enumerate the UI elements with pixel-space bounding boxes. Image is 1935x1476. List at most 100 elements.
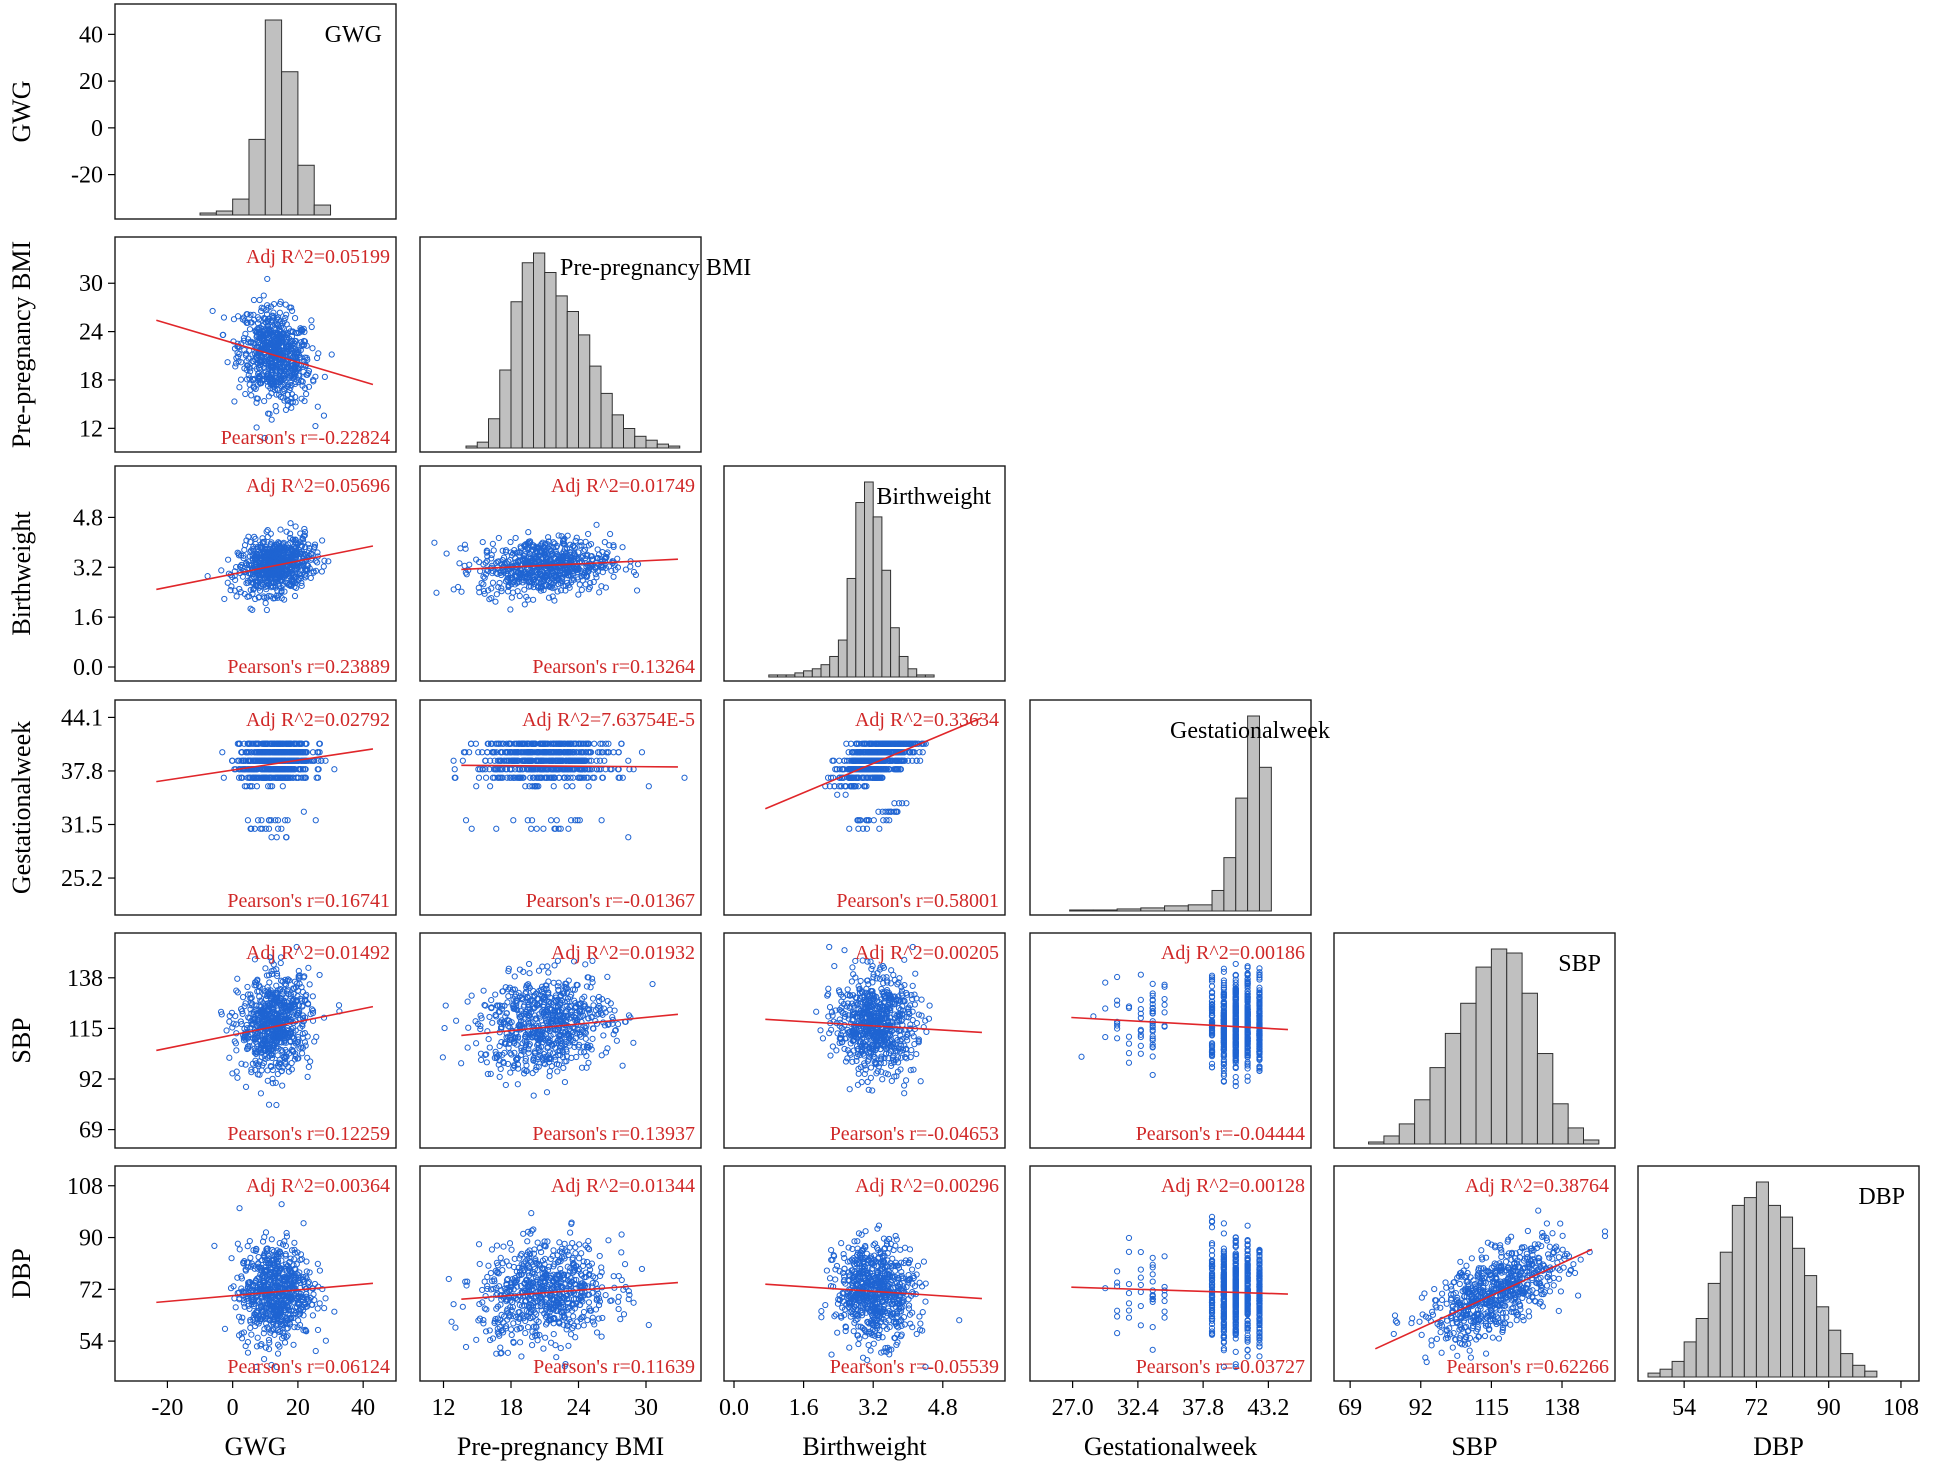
histogram-bar-birthweight-8	[838, 640, 847, 677]
histogram-bar-gwg-6	[265, 20, 281, 215]
histogram-bar-gestationalweek-8	[1236, 798, 1248, 911]
histogram-bar-sbp-10	[1522, 993, 1537, 1144]
pearson-r-label-r2-c1: Pearson's r=0.13264	[532, 656, 695, 678]
histogram-bar-sbp-0	[1369, 1142, 1384, 1144]
panel-frame-r3-c1	[420, 700, 701, 915]
histogram-bar-gestationalweek-2	[1117, 909, 1141, 911]
histogram-bar-pre-pregnancy-bmi-13	[612, 415, 623, 448]
histogram-bar-dbp-1	[1660, 1369, 1672, 1377]
histogram-bar-dbp-14	[1817, 1307, 1829, 1377]
histogram-bar-sbp-1	[1384, 1136, 1399, 1144]
histogram-bar-dbp-9	[1756, 1182, 1768, 1377]
histogram-bar-birthweight-3	[795, 673, 804, 677]
histogram-bar-dbp-11	[1781, 1217, 1793, 1377]
histogram-title-4: SBP	[1558, 951, 1601, 977]
histogram-bar-sbp-8	[1491, 949, 1506, 1144]
pearson-r-label-r2-c0: Pearson's r=0.23889	[227, 656, 390, 678]
histogram-bar-birthweight-4	[804, 671, 813, 677]
adj-r2-label-r3-c0: Adj R^2=0.02792	[246, 709, 390, 731]
pearson-r-label-r3-c1: Pearson's r=-0.01367	[526, 890, 695, 912]
histogram-bar-dbp-17	[1853, 1365, 1865, 1377]
histogram-bar-birthweight-13	[882, 570, 891, 677]
histogram-bar-birthweight-11	[865, 482, 874, 677]
histogram-bar-birthweight-5	[812, 669, 821, 677]
histogram-bar-sbp-4	[1430, 1068, 1445, 1144]
histogram-bar-pre-pregnancy-bmi-16	[646, 440, 657, 448]
histogram-bar-pre-pregnancy-bmi-14	[624, 429, 635, 449]
histogram-bar-gwg-2	[200, 213, 216, 215]
histogram-title-1: Pre-pregnancy BMI	[560, 255, 751, 281]
pearson-r-label-r3-c0: Pearson's r=0.16741	[227, 890, 390, 912]
adj-r2-label-r3-c1: Adj R^2=7.63754E-5	[522, 709, 695, 731]
histogram-bar-pre-pregnancy-bmi-7	[545, 273, 556, 449]
histogram-bar-birthweight-16	[908, 669, 917, 677]
histogram-bar-birthweight-0	[769, 675, 778, 677]
histogram-bar-sbp-6	[1461, 1003, 1476, 1144]
histogram-bar-dbp-18	[1865, 1371, 1877, 1377]
histogram-bar-birthweight-15	[899, 656, 908, 677]
histogram-bar-sbp-13	[1568, 1128, 1583, 1144]
histogram-bar-pre-pregnancy-bmi-10	[579, 335, 590, 448]
histogram-bar-pre-pregnancy-bmi-17	[657, 444, 668, 448]
histogram-title-2: Birthweight	[876, 484, 991, 510]
histogram-bar-sbp-7	[1476, 967, 1491, 1144]
histogram-bar-dbp-13	[1805, 1276, 1817, 1377]
histogram-bar-gestationalweek-5	[1188, 905, 1212, 911]
panel-frame-r4-c3	[1030, 933, 1311, 1148]
histogram-bar-pre-pregnancy-bmi-2	[489, 419, 500, 448]
histogram-bar-pre-pregnancy-bmi-4	[511, 302, 522, 448]
histogram-bar-birthweight-9	[847, 578, 856, 677]
histogram-bar-pre-pregnancy-bmi-11	[590, 366, 601, 448]
histogram-bar-birthweight-14	[891, 628, 900, 677]
histogram-bar-gwg-4	[233, 199, 249, 215]
histogram-bar-pre-pregnancy-bmi-15	[635, 436, 646, 448]
histogram-bar-birthweight-2	[786, 675, 795, 677]
adj-r2-label-r2-c1: Adj R^2=0.01749	[551, 475, 695, 497]
histogram-bar-gestationalweek-1	[1093, 910, 1117, 911]
pearson-r-label-r3-c2: Pearson's r=0.58001	[836, 890, 999, 912]
histogram-bar-pre-pregnancy-bmi-9	[567, 312, 578, 449]
histogram-bar-birthweight-18	[925, 675, 934, 677]
histogram-bar-gwg-3	[216, 211, 232, 215]
histogram-bar-gwg-8	[298, 165, 314, 215]
panel-frame-r3-c2	[724, 700, 1005, 915]
histogram-bar-pre-pregnancy-bmi-0	[466, 446, 477, 448]
histogram-bar-birthweight-10	[856, 503, 865, 677]
histogram-bar-pre-pregnancy-bmi-3	[500, 370, 511, 448]
histogram-bar-gestationalweek-9	[1248, 716, 1260, 911]
histogram-bar-dbp-6	[1720, 1252, 1732, 1377]
histogram-bar-sbp-9	[1507, 953, 1522, 1144]
histogram-bar-sbp-3	[1415, 1100, 1430, 1144]
histogram-bar-gestationalweek-7	[1224, 858, 1236, 911]
histogram-bar-dbp-15	[1829, 1330, 1841, 1377]
panel-frame-r3-c0	[115, 700, 396, 915]
histogram-bar-gestationalweek-3	[1141, 908, 1165, 911]
histogram-bar-gwg-9	[314, 205, 330, 215]
histogram-bar-dbp-5	[1708, 1283, 1720, 1377]
histogram-bar-dbp-2	[1672, 1361, 1684, 1377]
histogram-bar-dbp-3	[1684, 1342, 1696, 1377]
histogram-bar-pre-pregnancy-bmi-6	[534, 253, 545, 448]
histogram-title-3: Gestationalweek	[1170, 718, 1330, 744]
histogram-bar-sbp-14	[1584, 1140, 1599, 1144]
histogram-title-0: GWG	[325, 22, 382, 48]
panel-frame-r5-c3	[1030, 1166, 1311, 1381]
histogram-bar-sbp-12	[1553, 1104, 1568, 1144]
histogram-bar-dbp-16	[1841, 1354, 1853, 1377]
histogram-bar-gestationalweek-6	[1212, 890, 1224, 911]
histogram-bar-dbp-8	[1744, 1198, 1756, 1377]
histogram-bar-pre-pregnancy-bmi-5	[522, 263, 533, 448]
histogram-bar-gestationalweek-10	[1259, 767, 1271, 911]
histogram-bar-gwg-5	[249, 139, 265, 215]
histogram-bar-sbp-5	[1445, 1033, 1460, 1144]
histogram-bar-gwg-7	[282, 72, 298, 215]
adj-r2-label-r2-c0: Adj R^2=0.05696	[246, 475, 390, 497]
histogram-bar-birthweight-12	[873, 517, 882, 677]
adj-r2-label-r3-c2: Adj R^2=0.33634	[855, 709, 999, 731]
histogram-bar-birthweight-7	[830, 656, 839, 677]
histogram-bar-pre-pregnancy-bmi-8	[556, 296, 567, 448]
adj-r2-label-r1-c0: Adj R^2=0.05199	[246, 246, 390, 268]
histogram-bar-pre-pregnancy-bmi-1	[477, 442, 488, 448]
